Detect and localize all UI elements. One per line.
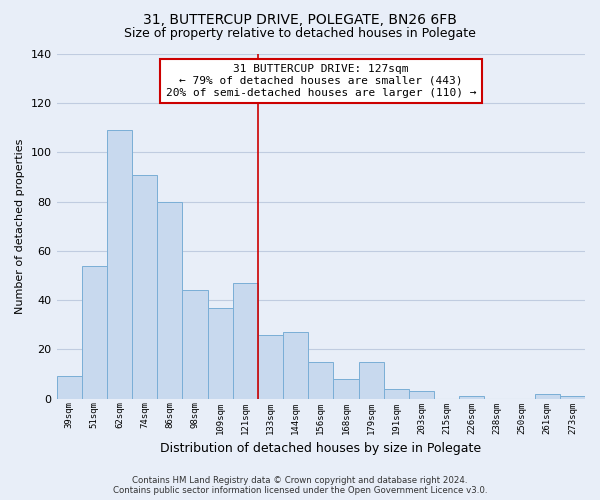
X-axis label: Distribution of detached houses by size in Polegate: Distribution of detached houses by size … xyxy=(160,442,481,455)
Bar xyxy=(459,396,484,398)
Text: 31 BUTTERCUP DRIVE: 127sqm
← 79% of detached houses are smaller (443)
20% of sem: 31 BUTTERCUP DRIVE: 127sqm ← 79% of deta… xyxy=(166,64,476,98)
Bar xyxy=(308,362,334,399)
Bar xyxy=(56,376,82,398)
Bar xyxy=(107,130,132,398)
Bar xyxy=(82,266,107,398)
Text: Size of property relative to detached houses in Polegate: Size of property relative to detached ho… xyxy=(124,28,476,40)
Text: Contains HM Land Registry data © Crown copyright and database right 2024.
Contai: Contains HM Land Registry data © Crown c… xyxy=(113,476,487,495)
Bar xyxy=(132,174,157,398)
Bar xyxy=(409,392,434,398)
Bar xyxy=(283,332,308,398)
Bar xyxy=(359,362,383,399)
Bar xyxy=(182,290,208,399)
Bar xyxy=(383,389,409,398)
Bar xyxy=(157,202,182,398)
Bar xyxy=(560,396,585,398)
Bar xyxy=(334,379,359,398)
Bar xyxy=(208,308,233,398)
Bar xyxy=(535,394,560,398)
Bar xyxy=(233,283,258,399)
Y-axis label: Number of detached properties: Number of detached properties xyxy=(15,138,25,314)
Bar xyxy=(258,334,283,398)
Text: 31, BUTTERCUP DRIVE, POLEGATE, BN26 6FB: 31, BUTTERCUP DRIVE, POLEGATE, BN26 6FB xyxy=(143,12,457,26)
